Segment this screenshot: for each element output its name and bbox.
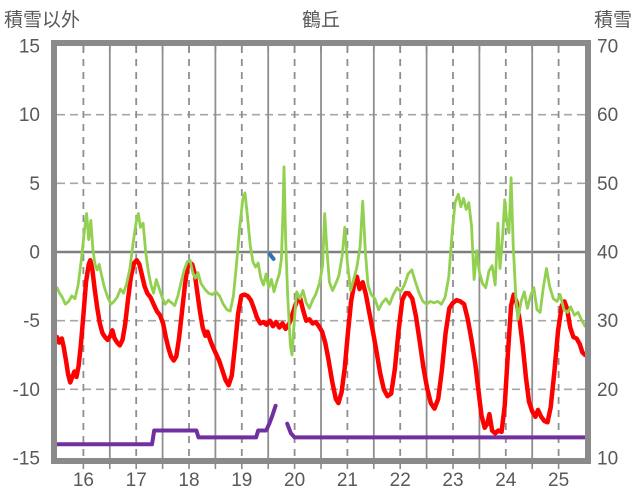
series-green	[55, 165, 587, 357]
left-axis-title: 積雪以外	[4, 10, 81, 31]
x-axis-tick-label: 17	[126, 470, 147, 491]
x-axis-tick-label: 22	[390, 470, 411, 491]
x-axis-tick-label: 20	[284, 470, 305, 491]
right-axis-tick-label: 70	[597, 37, 618, 58]
left-axis-tick-label: 0	[29, 243, 40, 264]
series-purple-snow-depth	[285, 421, 587, 440]
series-lines	[54, 165, 588, 447]
chart-title: 鶴丘	[301, 10, 341, 31]
plot-border	[51, 40, 591, 464]
left-axis-tick-label: -15	[13, 449, 40, 470]
right-axis-tick-label: 30	[597, 311, 618, 332]
x-axis-tick-label: 23	[442, 470, 463, 491]
series-purple-snow-depth	[55, 403, 278, 447]
series-red-temperature	[54, 257, 588, 436]
gridlines	[57, 46, 585, 458]
axis-ticks	[82, 46, 560, 469]
left-axis-tick-label: 10	[19, 105, 40, 126]
x-axis-tick-label: 25	[548, 470, 569, 491]
right-axis-tick-label: 20	[597, 380, 618, 401]
x-axis-tick-label: 18	[178, 470, 199, 491]
x-axis-tick-label: 21	[337, 470, 358, 491]
series-blue-tick	[267, 252, 276, 261]
left-axis-tick-label: 15	[19, 37, 40, 58]
right-axis-title: 積雪	[593, 10, 632, 31]
right-axis-tick-label: 10	[597, 449, 618, 470]
left-axis-tick-label: 5	[29, 174, 40, 195]
right-axis-tick-label: 40	[597, 243, 618, 264]
x-axis-tick-label: 24	[495, 470, 517, 491]
x-axis-tick-label: 19	[231, 470, 252, 491]
left-axis-tick-label: -5	[23, 311, 40, 332]
right-axis-tick-label: 60	[597, 105, 618, 126]
x-axis-tick-label: 16	[73, 470, 94, 491]
right-axis-tick-label: 50	[597, 174, 618, 195]
left-axis-tick-label: -10	[13, 380, 40, 401]
